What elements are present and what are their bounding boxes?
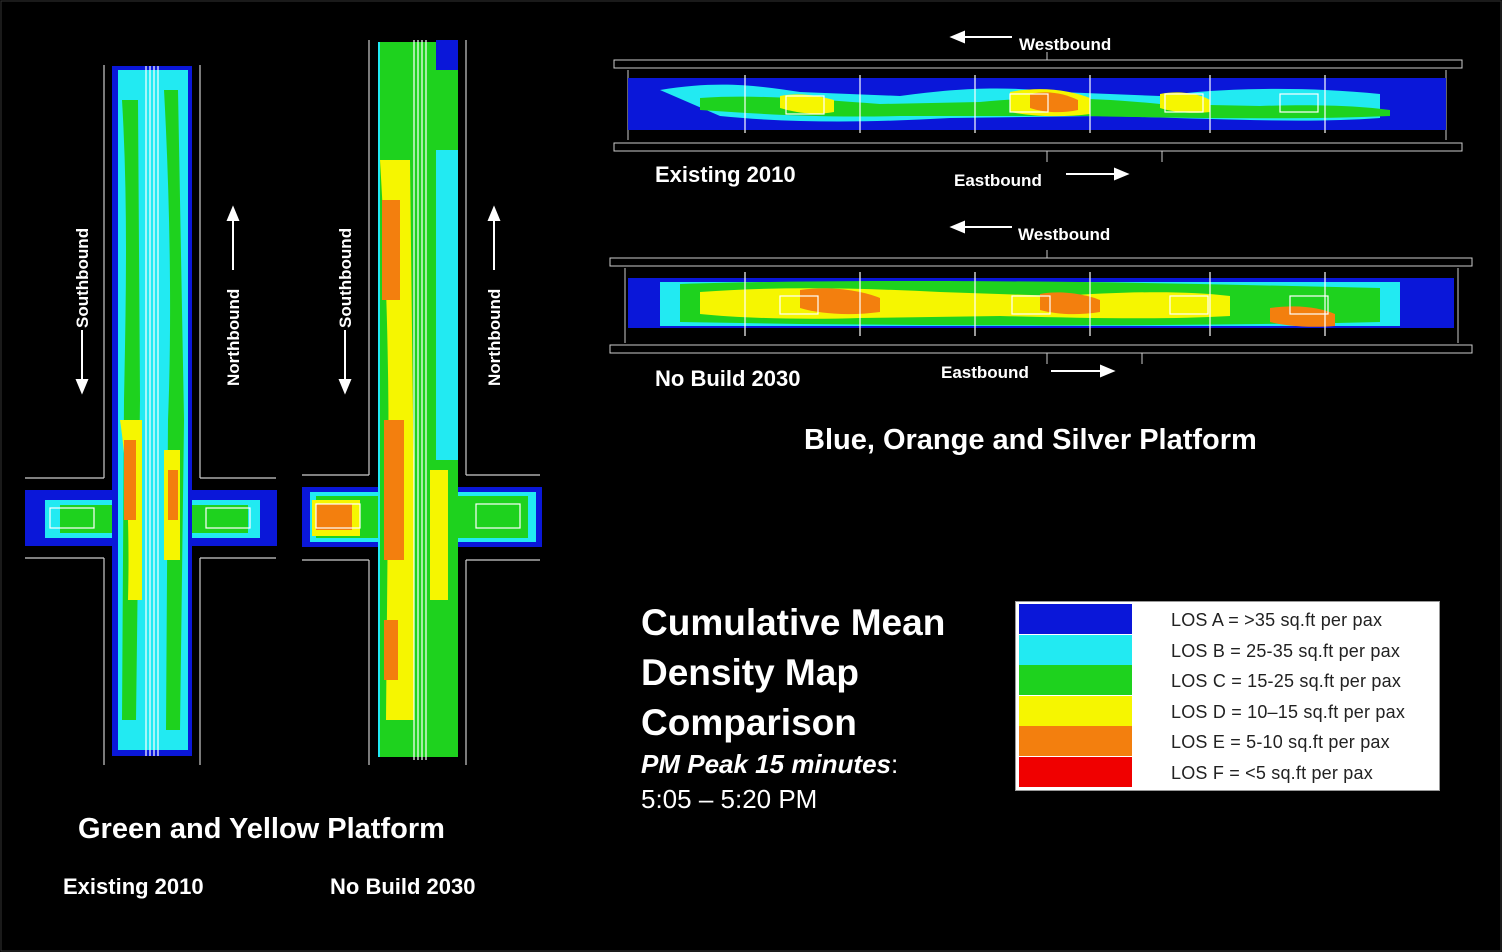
- legend-row-los-d: LOS D = 10–15 sq.ft per pax: [1016, 695, 1439, 727]
- bos-scenario-nobuild: No Build 2030: [655, 366, 801, 391]
- gy-existing-2010-map: [25, 65, 277, 765]
- direction-arrows: [75, 30, 1130, 395]
- legend-swatch-los-f: [1019, 756, 1132, 787]
- gy-nobuild-2030-map: [302, 40, 542, 765]
- summary-title-line2: Density Map: [641, 652, 859, 693]
- legend-swatch-los-a: [1019, 604, 1132, 634]
- legend-row-los-c: LOS C = 15-25 sq.ft per pax: [1016, 665, 1439, 696]
- gy-scenario-nobuild: No Build 2030: [330, 874, 476, 899]
- eastbound-label-top: Eastbound: [954, 171, 1042, 190]
- bos-platform-title: Blue, Orange and Silver Platform: [804, 424, 1257, 456]
- summary-time-range: 5:05 – 5:20 PM: [641, 784, 818, 814]
- summary-title-line3: Comparison: [641, 702, 857, 743]
- legend-swatch-los-d: [1019, 695, 1132, 726]
- westbound-label-bottom: Westbound: [1018, 225, 1111, 244]
- legend-swatch-los-b: [1019, 634, 1132, 665]
- southbound-label-left: Southbound: [73, 227, 92, 328]
- legend-label-los-c: LOS C = 15-25 sq.ft per pax: [1171, 671, 1402, 691]
- northbound-label-left: Northbound: [224, 288, 243, 386]
- summary-title-line1: Cumulative Mean: [641, 602, 946, 643]
- bos-existing-2010-map: [613, 52, 1463, 162]
- northbound-label-right: Northbound: [485, 288, 504, 386]
- legend-label-los-e: LOS E = 5-10 sq.ft per pax: [1171, 732, 1390, 752]
- gy-scenario-existing: Existing 2010: [63, 874, 204, 899]
- legend-row-los-e: LOS E = 5-10 sq.ft per pax: [1016, 726, 1439, 757]
- bos-nobuild-2030-map: [609, 250, 1473, 364]
- legend-swatch-los-e: [1019, 726, 1132, 756]
- summary-period-colon: :: [891, 749, 899, 779]
- legend-label-los-b: LOS B = 25-35 sq.ft per pax: [1171, 640, 1401, 661]
- summary-period-italic: PM Peak 15 minutes: [641, 749, 891, 779]
- legend-label-los-f: LOS F = <5 sq.ft per pax: [1171, 762, 1373, 783]
- los-legend: LOS A = >35 sq.ft per pax LOS B = 25-35 …: [1015, 601, 1440, 791]
- southbound-label-right: Southbound: [336, 227, 355, 328]
- legend-label-los-d: LOS D = 10–15 sq.ft per pax: [1171, 701, 1406, 722]
- eastbound-label-bottom: Eastbound: [941, 363, 1029, 382]
- gy-platform-title: Green and Yellow Platform: [78, 813, 445, 845]
- westbound-label-top: Westbound: [1019, 35, 1112, 54]
- legend-swatch-los-c: [1019, 665, 1132, 695]
- legend-label-los-a: LOS A = >35 sq.ft per pax: [1171, 610, 1383, 630]
- legend-row-los-a: LOS A = >35 sq.ft per pax: [1016, 604, 1439, 635]
- summary-period: PM Peak 15 minutes:: [641, 749, 898, 780]
- legend-row-los-f: LOS F = <5 sq.ft per pax: [1016, 756, 1439, 788]
- legend-row-los-b: LOS B = 25-35 sq.ft per pax: [1016, 634, 1439, 666]
- bos-scenario-existing: Existing 2010: [655, 162, 796, 187]
